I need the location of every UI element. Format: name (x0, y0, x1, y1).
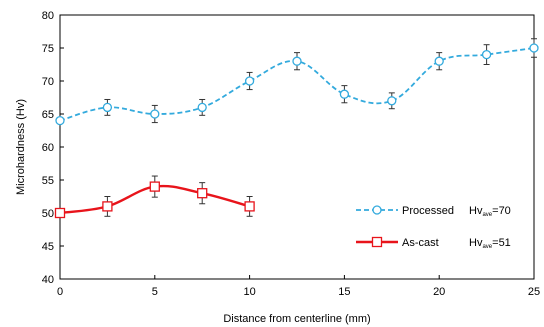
x-tick-label: 20 (433, 286, 445, 298)
legend-marker (371, 236, 383, 248)
legend-label: As-cast (402, 237, 439, 249)
data-point (387, 96, 397, 106)
series-processed (55, 38, 539, 126)
data-point (244, 201, 255, 212)
annotation-subscript: ave (482, 244, 492, 250)
y-axis: 40 45 50 55 60 65 70 75 80 (42, 10, 64, 286)
data-point (481, 49, 492, 60)
annotation-suffix: =70 (492, 205, 511, 217)
series-layer (54, 38, 539, 219)
data-point (54, 207, 66, 219)
annotation-prefix: Hv (469, 237, 483, 249)
data-point (149, 181, 160, 192)
data-point (55, 115, 65, 126)
legend-label: Processed (402, 205, 454, 217)
data-point (150, 109, 160, 119)
y-tick-label: 45 (42, 241, 54, 253)
legend-marker (372, 205, 382, 215)
x-axis-title: Distance from centerline (mm) (223, 313, 370, 325)
legend-item: As-cast Hvave=51 (356, 236, 511, 250)
data-point (529, 43, 539, 53)
annotation-subscript: ave (482, 212, 492, 218)
data-point (197, 188, 208, 199)
data-point (434, 56, 444, 66)
annotation-prefix: Hv (469, 205, 483, 217)
data-point (339, 89, 350, 99)
data-point (102, 201, 113, 212)
x-tick-label: 0 (57, 286, 63, 298)
data-point (102, 102, 113, 113)
y-tick-label: 55 (42, 175, 54, 187)
x-axis: 0 5 10 15 20 25 (57, 275, 540, 298)
data-point (244, 76, 255, 86)
x-tick-label: 10 (243, 286, 255, 298)
y-tick-label: 80 (42, 10, 54, 22)
y-axis-title: Microhardness (Hv) (15, 99, 27, 195)
legend-item: Processed Hvave=70 (356, 205, 511, 218)
average-annotation: Hvave=51 (469, 237, 511, 250)
data-point (292, 56, 302, 66)
y-tick-label: 70 (42, 76, 54, 88)
y-tick-label: 40 (42, 274, 54, 286)
annotation-suffix: =51 (492, 237, 511, 249)
y-tick-label: 50 (42, 208, 54, 220)
y-tick-label: 60 (42, 142, 54, 154)
x-tick-label: 5 (152, 286, 158, 298)
data-point (197, 102, 207, 113)
series-as-cast (54, 175, 255, 219)
y-tick-label: 75 (42, 43, 54, 55)
x-tick-label: 15 (338, 286, 350, 298)
y-tick-label: 65 (42, 109, 54, 121)
average-annotation: Hvave=70 (469, 205, 511, 218)
x-tick-label: 25 (528, 286, 540, 298)
